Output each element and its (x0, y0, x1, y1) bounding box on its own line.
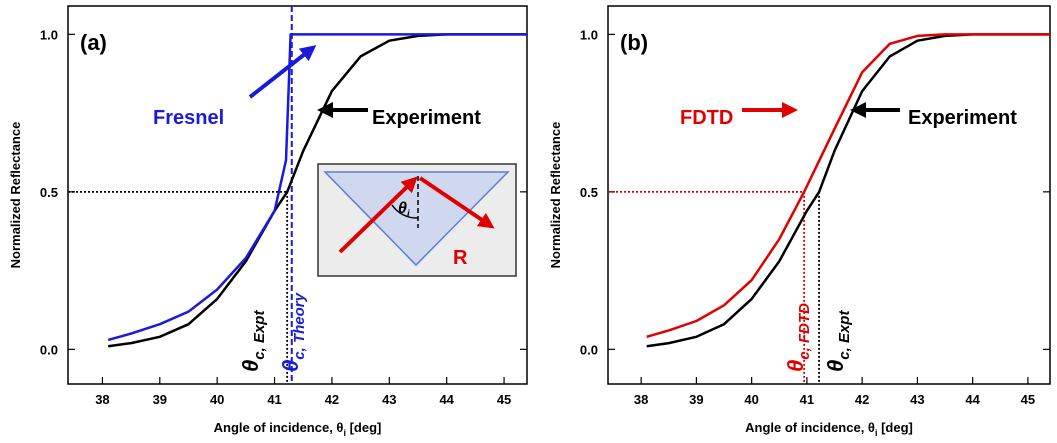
x-tick-label: 41 (800, 392, 814, 407)
x-tick-label: 39 (153, 392, 167, 407)
x-tick-label: 42 (855, 392, 869, 407)
theta-label: θc, Expt (823, 310, 853, 372)
inset-theta-sub: i (407, 209, 410, 220)
ray-in (338, 176, 418, 254)
theta-symbol: θ (823, 360, 848, 372)
theta-symbol: θ (783, 360, 808, 372)
annotation: FDTD (680, 107, 733, 129)
y-tick-label: 0.0 (580, 342, 598, 357)
x-tick-label: 43 (382, 392, 396, 407)
x-tick-label: 44 (439, 392, 454, 407)
x-label-sub: i (343, 428, 346, 438)
ray-out (418, 176, 495, 229)
plot-frame (607, 5, 1051, 385)
series-line (108, 33, 527, 348)
x-tick-label: 44 (965, 392, 980, 407)
y-axis-label: Normalized Reflectance (548, 122, 563, 269)
x-label-suffix: [deg] (877, 420, 912, 435)
x-label-suffix: [deg] (346, 420, 381, 435)
y-tick-label: 1.0 (580, 27, 598, 42)
plot-frame (67, 5, 528, 385)
x-label-text: Angle of incidence, θ (745, 420, 875, 435)
x-tick-label: 39 (689, 392, 703, 407)
inset-r: R (453, 247, 468, 269)
y-tick-label: 0.0 (40, 342, 58, 357)
panel-label: (a) (80, 30, 107, 55)
inset-theta-symbol: θ (398, 200, 407, 217)
y-axis-label: Normalized Reflectance (8, 122, 23, 269)
annotation: Fresnel (153, 107, 224, 129)
theta-label: θc, Expt (238, 310, 268, 372)
x-tick-label: 38 (95, 392, 109, 407)
x-tick-label: 38 (634, 392, 648, 407)
y-tick-label: 0.5 (580, 185, 598, 200)
y-tick-label: 0.5 (40, 185, 58, 200)
panel-label: (b) (620, 30, 648, 55)
annotation: Experiment (908, 107, 1017, 129)
theta-sub: c, Expt (836, 310, 853, 360)
x-axis-label: Angle of incidence, θi [deg] (214, 420, 382, 438)
annotation: Experiment (372, 107, 481, 129)
inset-theta: θi (398, 200, 410, 220)
y-tick-label: 1.0 (40, 27, 58, 42)
theta-label: θc, FDTD (783, 303, 813, 372)
theta-sub: c, FDTD (796, 303, 813, 360)
x-tick-label: 40 (210, 392, 224, 407)
theta-symbol: θ (238, 360, 263, 372)
series-line (646, 33, 1050, 339)
x-tick-label: 43 (910, 392, 924, 407)
annotation-arrow (248, 45, 317, 99)
x-label-text: Angle of incidence, θ (214, 420, 344, 435)
theta-symbol: θ (278, 360, 303, 372)
x-tick-label: 40 (744, 392, 758, 407)
theta-sub: c, Theory (291, 292, 308, 359)
x-tick-label: 41 (267, 392, 281, 407)
theta-sub: c, Expt (251, 310, 268, 360)
x-tick-label: 45 (497, 392, 511, 407)
x-tick-label: 42 (325, 392, 339, 407)
x-tick-label: 45 (1021, 392, 1035, 407)
angle-arc (391, 204, 419, 219)
series-line (646, 33, 1050, 348)
x-axis-label: Angle of incidence, θi [deg] (745, 420, 913, 438)
theta-label: θc, Theory (278, 292, 308, 372)
x-label-sub: i (875, 428, 878, 438)
